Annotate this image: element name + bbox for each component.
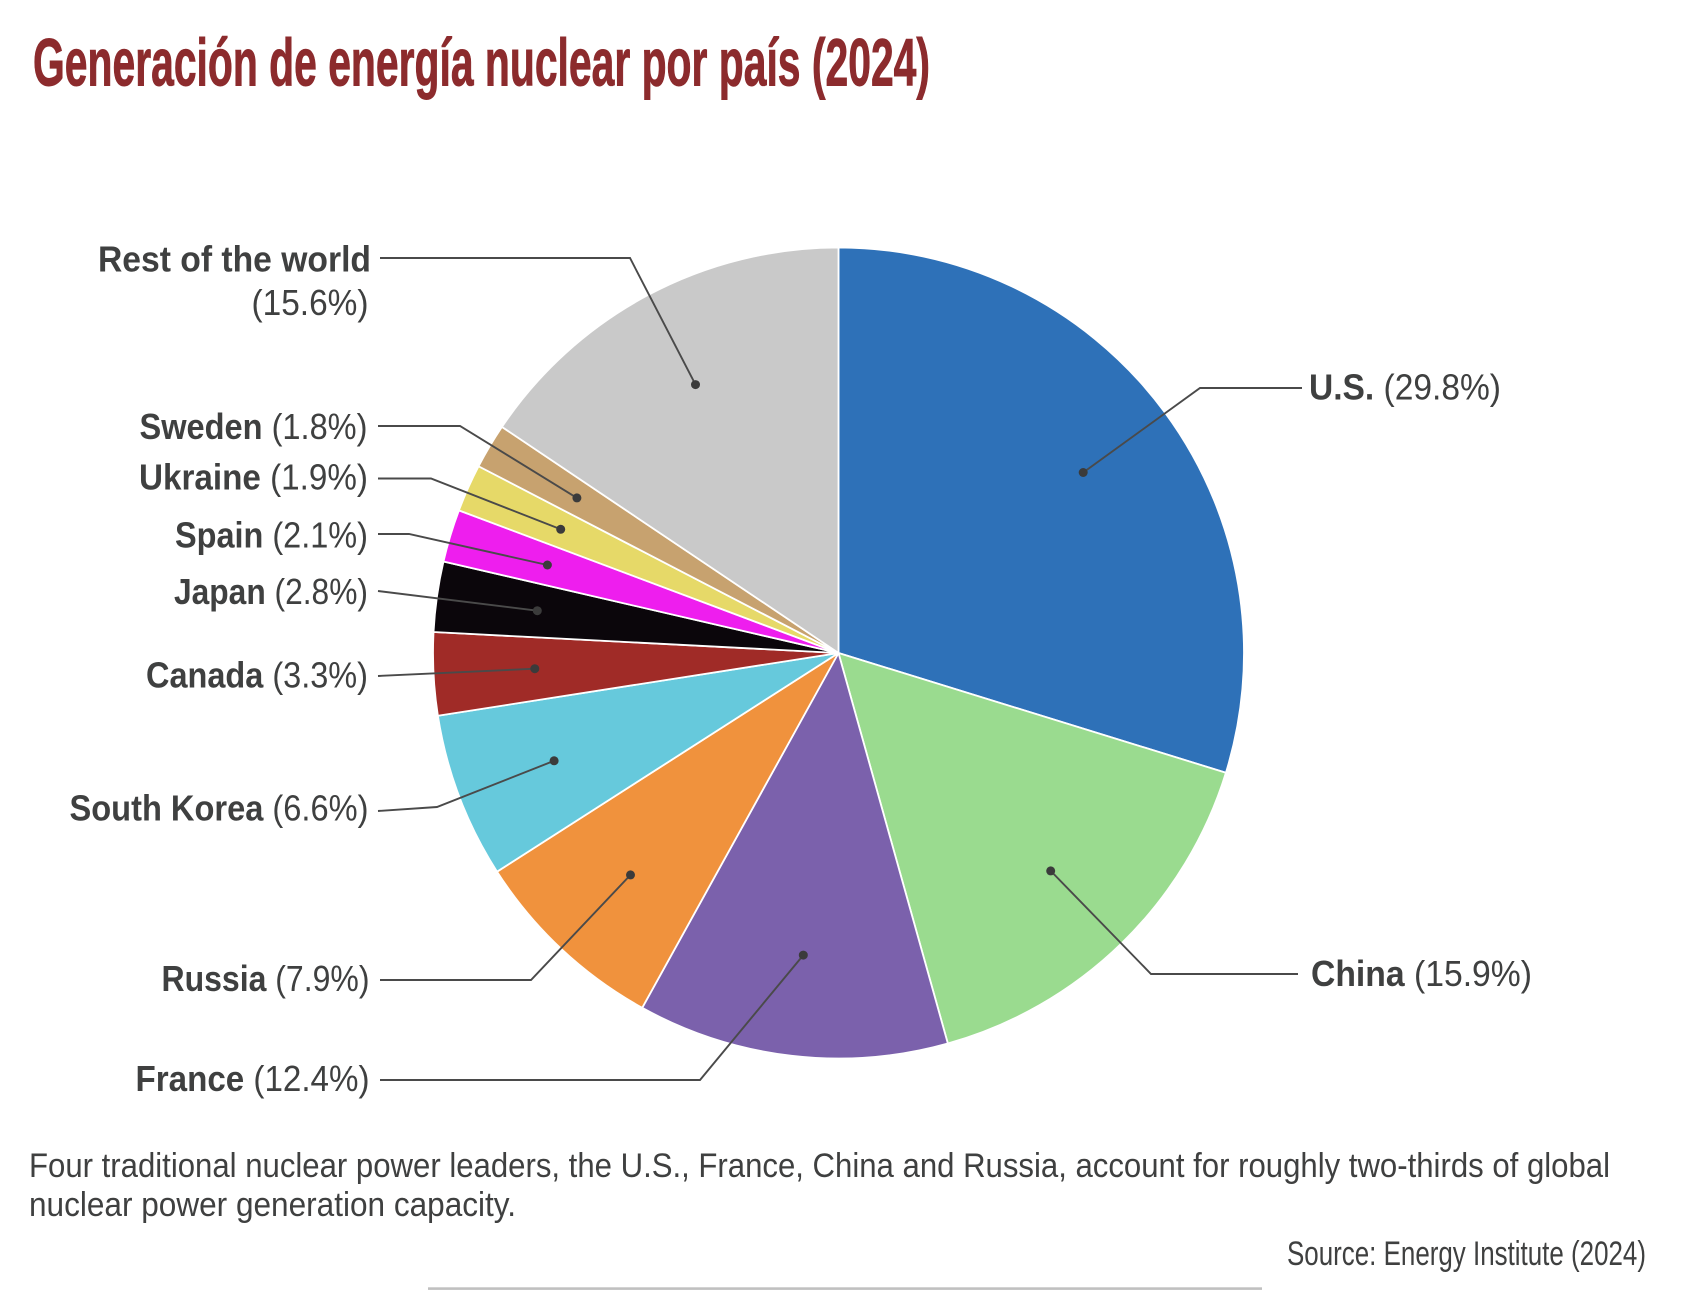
svg-text:South Korea (6.6%): South Korea (6.6%) xyxy=(70,788,369,829)
svg-text:Four traditional nuclear power: Four traditional nuclear power leaders, … xyxy=(29,1147,1610,1185)
svg-text:nuclear power generation capac: nuclear power generation capacity. xyxy=(29,1186,516,1224)
svg-text:Canada (3.3%): Canada (3.3%) xyxy=(146,655,368,696)
svg-text:Russia (7.9%): Russia (7.9%) xyxy=(162,958,370,999)
svg-text:Japan (2.8%): Japan (2.8%) xyxy=(174,571,368,612)
svg-text:Generación de energía nuclear: Generación de energía nuclear por país (… xyxy=(33,26,930,101)
svg-text:China (15.9%): China (15.9%) xyxy=(1311,953,1532,994)
svg-text:France (12.4%): France (12.4%) xyxy=(136,1058,370,1099)
svg-text:Spain (2.1%): Spain (2.1%) xyxy=(175,515,368,556)
svg-text:Source: Energy Institute (2024: Source: Energy Institute (2024) xyxy=(1287,1235,1646,1273)
svg-text:Rest of the world: Rest of the world xyxy=(98,239,371,280)
svg-text:(15.6%): (15.6%) xyxy=(252,282,369,323)
svg-text:U.S. (29.8%): U.S. (29.8%) xyxy=(1309,367,1501,408)
svg-text:Sweden (1.8%): Sweden (1.8%) xyxy=(140,406,368,447)
svg-text:Ukraine (1.9%): Ukraine (1.9%) xyxy=(139,457,368,498)
